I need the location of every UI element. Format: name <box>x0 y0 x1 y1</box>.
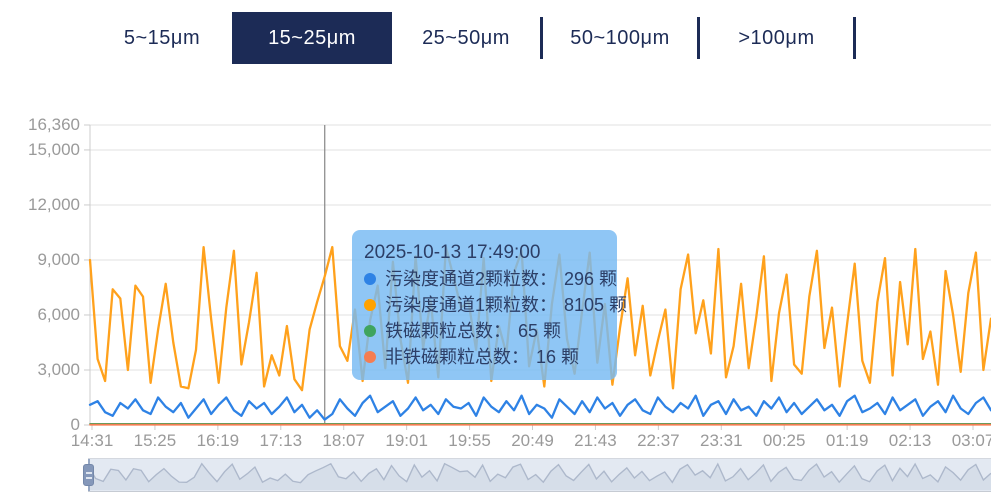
size-tab-1[interactable]: 15~25μm <box>232 12 392 64</box>
tooltip-row-label: 铁磁颗粒总数： <box>385 321 511 341</box>
datazoom-handle[interactable] <box>83 464 94 486</box>
tooltip-row-value: 8105 颗 <box>564 295 628 315</box>
x-axis-label: 00:25 <box>762 431 806 450</box>
x-axis-label: 16:19 <box>196 431 240 450</box>
x-axis-label: 22:37 <box>637 431 680 450</box>
tab-divider <box>540 17 543 59</box>
y-axis-label: 16,360 <box>28 115 80 134</box>
x-axis-label: 01:19 <box>825 431 869 450</box>
particle-size-tabs: 5~15μm 15~25μm 25~50μm 50~100μm >100μm <box>92 12 856 64</box>
tooltip-row: 污染度通道1颗粒数： 8105 颗 <box>364 292 627 318</box>
tooltip-row-value: 296 颗 <box>564 269 618 289</box>
x-axis-label: 20:49 <box>511 431 554 450</box>
datazoom-line <box>88 462 991 484</box>
datazoom-preview <box>88 462 991 491</box>
tooltip-row-label: 污染度通道1颗粒数： <box>385 295 558 315</box>
y-axis-label: 12,000 <box>28 194 80 214</box>
y-axis-label: 3,000 <box>37 359 80 379</box>
series-dot-icon <box>364 273 376 285</box>
size-tab-label: 15~25μm <box>268 26 356 49</box>
x-axis-label: 19:55 <box>448 431 491 450</box>
y-axis-label: 0 <box>70 415 80 434</box>
tooltip-row: 非铁磁颗粒总数： 16 颗 <box>364 344 603 370</box>
tooltip-row-value: 65 颗 <box>518 321 562 341</box>
handle-grip-icon <box>85 476 92 479</box>
size-tab-label: 25~50μm <box>422 26 510 49</box>
tooltip-rows: 污染度通道2颗粒数： 296 颗污染度通道1颗粒数： 8105 颗铁磁颗粒总数： 65… <box>364 266 627 370</box>
size-tab-0[interactable]: 5~15μm <box>92 12 232 64</box>
chart-tooltip: 2025-10-13 17:49:00 污染度通道2颗粒数： 296 颗污染度通道… <box>352 230 627 380</box>
size-tab-label: 50~100μm <box>570 26 670 49</box>
x-axis-label: 15:25 <box>133 431 177 450</box>
y-axis-label: 9,000 <box>37 249 80 269</box>
handle-grip-icon <box>85 471 92 474</box>
series-dot-icon <box>364 299 376 311</box>
x-axis-label: 14:31 <box>70 431 114 450</box>
x-axis-label: 02:13 <box>888 431 932 450</box>
tooltip-row: 铁磁颗粒总数： 65 颗 <box>364 318 603 344</box>
tooltip-timestamp: 2025-10-13 17:49:00 <box>364 242 541 263</box>
x-axis-label: 19:01 <box>385 431 428 450</box>
size-tab-2[interactable]: 25~50μm <box>392 12 540 64</box>
size-tab-label: >100μm <box>738 26 815 49</box>
tooltip-row-label: 非铁磁颗粒总数： <box>385 347 529 367</box>
size-tab-label: 5~15μm <box>123 26 201 49</box>
x-axis-label: 23:31 <box>700 431 743 450</box>
tooltip-row-value: 16 颗 <box>536 347 580 367</box>
x-axis-label: 17:13 <box>259 431 303 450</box>
series-line-channel2 <box>88 394 991 421</box>
tab-divider <box>697 17 700 59</box>
y-axis-label: 15,000 <box>28 139 80 159</box>
series-dot-icon <box>364 351 376 363</box>
x-axis-label: 21:43 <box>574 431 617 450</box>
x-axis-label: 03:07 <box>951 431 991 450</box>
size-tab-3[interactable]: 50~100μm <box>543 12 697 64</box>
tooltip-row: 污染度通道2颗粒数： 296 颗 <box>364 266 617 292</box>
x-axis-label: 18:07 <box>322 431 365 450</box>
tab-divider <box>853 17 856 59</box>
datazoom-slider[interactable] <box>83 458 991 492</box>
y-axis-label: 6,000 <box>37 304 80 324</box>
tooltip-row-label: 污染度通道2颗粒数： <box>385 269 558 289</box>
size-tab-4[interactable]: >100μm <box>700 12 853 64</box>
series-dot-icon <box>364 325 376 337</box>
